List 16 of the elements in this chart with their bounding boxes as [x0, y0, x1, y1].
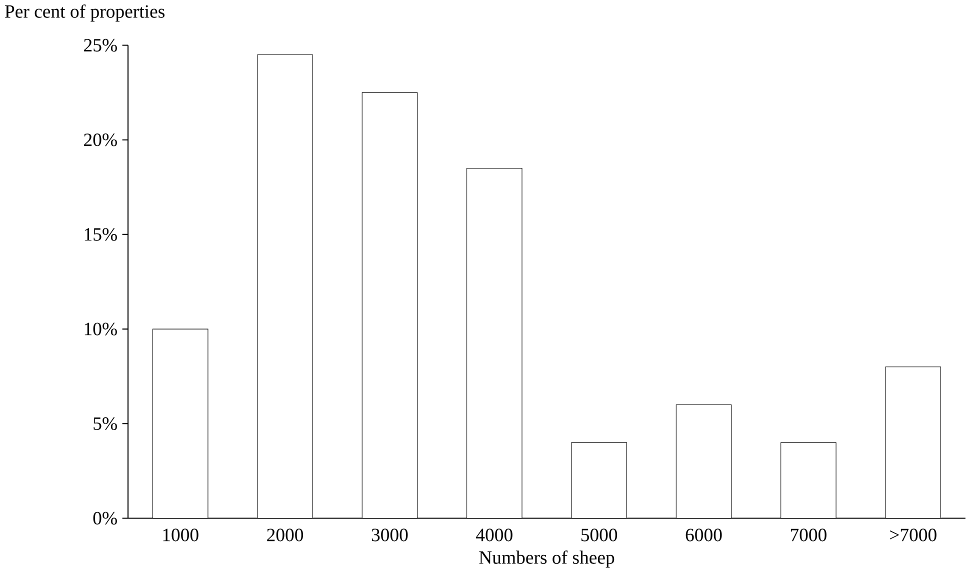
- x-tick-label: >7000: [890, 528, 936, 542]
- x-tick-label: 7000: [790, 528, 826, 542]
- x-tick-label: 2000: [267, 528, 304, 542]
- x-tick-label: 3000: [372, 528, 408, 542]
- x-axis-title: Numbers of sheep: [479, 550, 614, 568]
- y-axis-title: Per cent of properties: [5, 4, 164, 22]
- y-tick-label: 15%: [84, 228, 117, 241]
- y-tick-label: 25%: [84, 38, 117, 52]
- y-tick-label: 0%: [93, 512, 117, 525]
- x-tick-label: 5000: [581, 528, 618, 542]
- y-tick-label: 5%: [94, 417, 117, 430]
- x-tick-label: 4000: [476, 528, 512, 542]
- y-tick-label: 10%: [84, 322, 117, 336]
- y-tick-label: 20%: [84, 133, 117, 146]
- x-tick-label: 1000: [163, 528, 198, 542]
- x-tick-label: 6000: [686, 528, 722, 542]
